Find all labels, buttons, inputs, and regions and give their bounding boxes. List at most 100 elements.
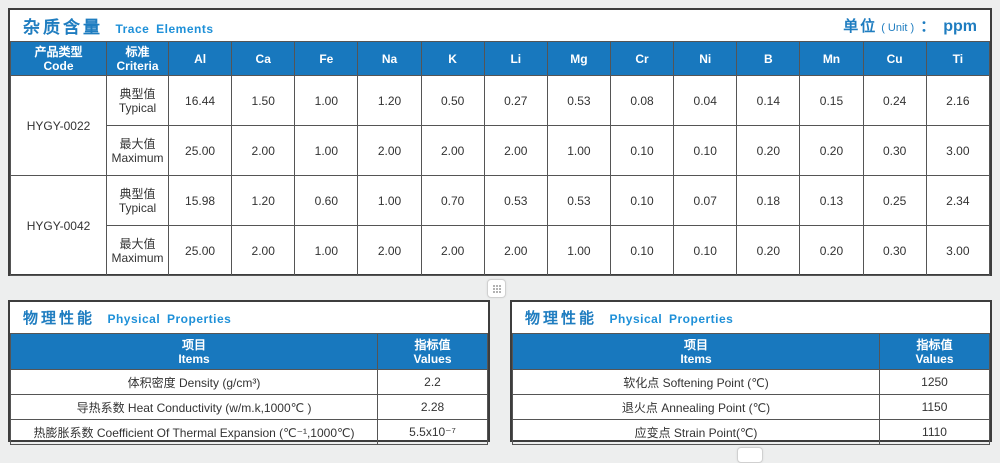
element-header: Ca — [231, 41, 296, 76]
element-header: Li — [483, 41, 548, 76]
value-cell: 1.00 — [294, 125, 359, 176]
value-cell: 0.07 — [673, 175, 738, 226]
value-cell: 3.00 — [925, 225, 991, 276]
physical-properties-panel-right: 物理性能 Physical Properties 项目 Items 指标值 Valu… — [510, 300, 992, 445]
value-cell: 1.00 — [357, 175, 422, 226]
value-cell: 0.53 — [483, 175, 548, 226]
unit-colon: ： — [920, 18, 936, 35]
physical-left-titlebar: 物理性能 Physical Properties — [10, 302, 488, 333]
value-cell: 25.00 — [167, 125, 233, 176]
section-title-en: Trace Elements — [115, 22, 214, 36]
trace-header-row: 产品类型 Code 标准 Criteria Al Ca Fe Na K Li Mg … — [10, 41, 991, 76]
element-header: Ni — [673, 41, 738, 76]
trace-elements-titlebar: 杂质含量 Trace Elements 单位 ( Unit ) ： ppm — [10, 10, 990, 41]
element-header: Fe — [294, 41, 359, 76]
section-title-zh: 物理性能 — [23, 310, 96, 327]
items-header: 项目 Items — [512, 333, 880, 370]
value-cell: 0.10 — [673, 225, 738, 276]
section-title-en: Physical Properties — [107, 312, 232, 326]
property-value-cell: 1150 — [879, 394, 990, 420]
value-cell: 0.10 — [609, 225, 675, 276]
value-cell: 15.98 — [167, 175, 233, 226]
property-value-cell: 2.2 — [377, 369, 488, 395]
property-name-cell: 退火点 Annealing Point (℃) — [512, 394, 880, 420]
unit-label: 单位 ( Unit ) ： ppm — [843, 15, 977, 36]
trace-elements-panel: 杂质含量 Trace Elements 单位 ( Unit ) ： ppm 产品… — [8, 8, 992, 276]
grip-dots-icon — [492, 284, 501, 293]
section-title: 杂质含量 Trace Elements — [23, 13, 214, 38]
value-cell: 2.00 — [420, 225, 485, 276]
value-cell: 2.00 — [357, 125, 422, 176]
physical-left-table: 项目 Items 指标值 Values 体积密度 Density (g/cm³) 2… — [10, 333, 488, 445]
value-cell: 1.00 — [546, 225, 611, 276]
property-value-cell: 2.28 — [377, 394, 488, 420]
table-row: HYGY-0042 典型值 Typical 15.98 1.20 0.60 1.0… — [10, 175, 991, 276]
property-name-cell: 应变点 Strain Point(℃) — [512, 419, 880, 445]
value-cell: 0.08 — [609, 75, 675, 126]
table-row: 最大值 Maximum 25.00 2.00 1.00 2.00 2.00 2.0… — [11, 225, 991, 276]
element-header: Cu — [862, 41, 927, 76]
value-cell: 25.00 — [167, 225, 233, 276]
value-cell: 0.53 — [546, 75, 611, 126]
section-title-en: Physical Properties — [609, 312, 734, 326]
value-cell: 1.00 — [294, 75, 359, 126]
unit-value: ppm — [943, 18, 977, 35]
value-cell: 16.44 — [167, 75, 233, 126]
value-cell: 1.00 — [294, 225, 359, 276]
element-header: Cr — [609, 41, 675, 76]
bottom-drag-handle[interactable] — [737, 447, 763, 463]
value-cell: 0.15 — [799, 75, 864, 126]
phys-header-row: 项目 Items 指标值 Values — [10, 333, 488, 370]
property-value-cell: 1110 — [879, 419, 990, 445]
physical-right-table: 项目 Items 指标值 Values 软化点 Softening Point (℃… — [512, 333, 990, 445]
value-cell: 0.13 — [799, 175, 864, 226]
section-title-zh: 物理性能 — [525, 310, 598, 327]
section-title-zh: 杂质含量 — [23, 18, 103, 37]
unit-zh: 单位 — [843, 18, 878, 35]
value-cell: 0.04 — [673, 75, 738, 126]
criteria-cell: 典型值 Typical — [106, 175, 169, 226]
value-cell: 0.18 — [736, 175, 801, 226]
value-cell: 2.00 — [357, 225, 422, 276]
element-header: Na — [357, 41, 422, 76]
value-cell: 0.14 — [736, 75, 801, 126]
element-header: Mn — [799, 41, 864, 76]
property-value-cell: 1250 — [879, 369, 990, 395]
criteria-cell: 最大值 Maximum — [106, 225, 169, 276]
value-cell: 0.70 — [420, 175, 485, 226]
value-cell: 0.25 — [862, 175, 927, 226]
element-header: Ti — [925, 41, 991, 76]
table-row: 最大值 Maximum 25.00 2.00 1.00 2.00 2.00 2.0… — [11, 125, 991, 176]
trace-elements-table: 产品类型 Code 标准 Criteria Al Ca Fe Na K Li Mg … — [10, 41, 991, 276]
value-cell: 0.10 — [609, 125, 675, 176]
value-cell: 0.24 — [862, 75, 927, 126]
value-cell: 0.10 — [609, 175, 675, 226]
value-cell: 0.20 — [736, 125, 801, 176]
items-header: 项目 Items — [10, 333, 378, 370]
value-cell: 0.53 — [546, 175, 611, 226]
value-cell: 2.00 — [483, 225, 548, 276]
value-cell: 0.50 — [420, 75, 485, 126]
value-cell: 3.00 — [925, 125, 991, 176]
element-header: B — [736, 41, 801, 76]
value-cell: 0.20 — [799, 125, 864, 176]
value-cell: 0.20 — [736, 225, 801, 276]
property-name-cell: 导热系数 Heat Conductivity (w/m.k,1000℃ ) — [10, 394, 378, 420]
physical-properties-panel-left: 物理性能 Physical Properties 项目 Items 指标值 Valu… — [8, 300, 490, 445]
value-cell: 0.27 — [483, 75, 548, 126]
section-title: 物理性能 Physical Properties — [23, 307, 231, 328]
value-cell: 1.00 — [546, 125, 611, 176]
property-name-cell: 体积密度 Density (g/cm³) — [10, 369, 378, 395]
product-code-cell: HYGY-0042 — [10, 175, 107, 276]
values-header: 指标值 Values — [377, 333, 488, 370]
code-column-header: 产品类型 Code — [10, 41, 107, 76]
physical-right-titlebar: 物理性能 Physical Properties — [512, 302, 990, 333]
section-title: 物理性能 Physical Properties — [525, 307, 733, 328]
property-name-cell: 软化点 Softening Point (℃) — [512, 369, 880, 395]
element-header: Al — [167, 41, 233, 76]
value-cell: 2.16 — [925, 75, 991, 126]
value-cell: 0.10 — [673, 125, 738, 176]
property-value-cell: 5.5x10⁻⁷ — [377, 419, 488, 445]
section-drag-handle[interactable] — [487, 279, 506, 298]
value-cell: 0.60 — [294, 175, 359, 226]
